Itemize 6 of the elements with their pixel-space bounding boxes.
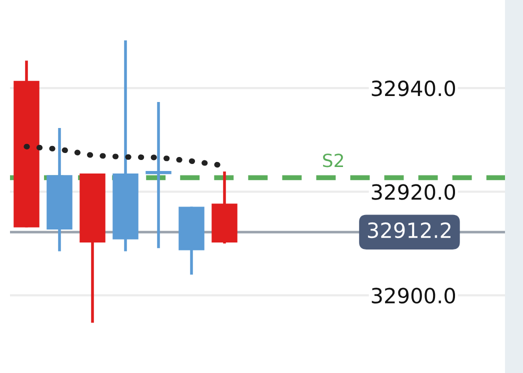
y-tick-label: 32940.0 <box>372 80 456 96</box>
candlestick <box>146 100 172 250</box>
ref-line-label: 32912.2 <box>368 222 450 238</box>
y-tick-label: 32920.0 <box>372 184 456 200</box>
y-tick-label: 32900.0 <box>372 288 456 304</box>
ref-line-label: S2 <box>323 154 343 168</box>
